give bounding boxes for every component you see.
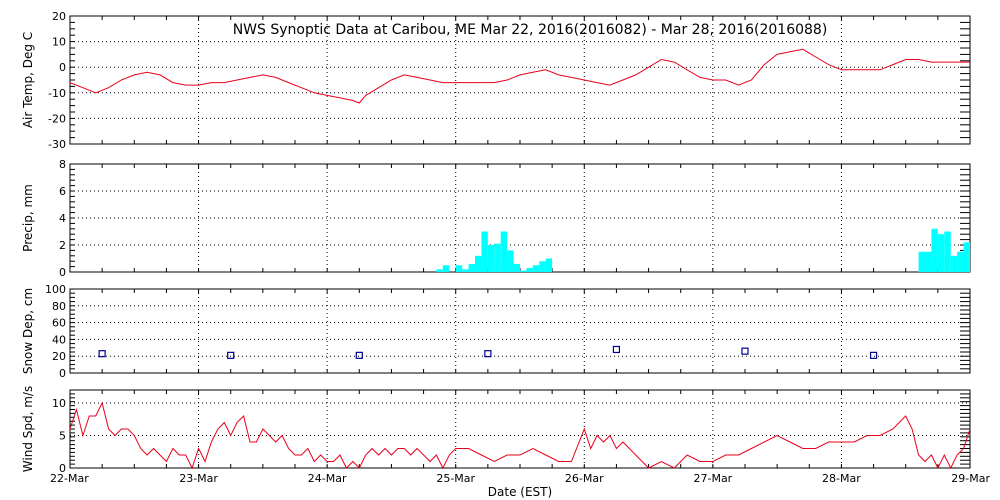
panel-1: 20 10 0 -10 -20 -30 Air Temp, Deg C [21,10,971,151]
precip-bar [507,250,514,272]
y-tick-label: 100 [45,283,66,296]
precip-bar [925,251,932,272]
snow-depth-point [355,351,363,359]
panel-4: 10 5 0 Wind Spd, m/s [21,386,971,475]
y-tick-label: 8 [59,158,66,171]
y-tick-label: -10 [48,87,66,100]
precip-bar [963,242,970,272]
x-tick-label: 25-Mar [436,472,475,485]
panel-frame [69,288,971,374]
precip-bar [468,263,475,272]
y-tick-label: 0 [59,462,66,475]
precip-bar [944,231,951,272]
x-tick-label: 23-Mar [179,472,218,485]
y-axis-title: Air Temp, Deg C [21,32,35,128]
y-tick-label: 20 [52,350,66,363]
precip-bar [462,269,469,272]
panel-3: 100 80 60 40 20 0 Snow Dep, cm [21,283,971,380]
y-tick-label: 0 [59,61,66,74]
y-tick-label: 40 [52,333,66,346]
panel-2: 8 6 4 2 0 Precip, mm [21,158,971,279]
precip-bar [481,231,488,272]
wind-speed-line [69,401,971,470]
x-tick-label: 22-Mar [50,472,89,485]
precip-bar [957,251,964,272]
y-tick-label: 0 [59,266,66,279]
y-tick-label: 60 [52,317,66,330]
x-axis-title: Date (EST) [488,485,552,499]
x-tick-label: 24-Mar [308,472,347,485]
y-axis-title: Snow Dep, cm [21,288,35,374]
x-tick-label: 27-Mar [693,472,732,485]
chart-title: NWS Synoptic Data at Caribou, ME Mar 22,… [233,22,828,38]
precip-bar [931,228,938,272]
precip-bar [937,234,945,272]
precip-bar [475,255,482,272]
precip-bar [532,265,540,272]
precip-bar [494,243,501,272]
snow-depth-point [612,345,621,354]
y-tick-label: 5 [59,430,66,443]
precip-bar [513,263,520,272]
y-tick-label: 10 [52,36,66,49]
y-tick-label: 10 [52,397,66,410]
y-axis-title: Precip, mm [21,184,35,252]
panel-frame [69,389,971,469]
x-tick-label: 28-Mar [822,472,861,485]
precip-bar [455,265,463,272]
snow-depth-point [741,347,749,355]
y-axis-title: Wind Spd, m/s [21,386,35,472]
x-tick-label: 26-Mar [565,472,604,485]
snow-depth-point [484,350,492,358]
precip-bar [442,265,450,272]
x-tick-label: 29-Mar [951,472,990,485]
y-tick-label: -20 [48,112,66,125]
y-tick-label: 0 [59,367,66,380]
y-tick-label: 20 [52,10,66,23]
air-temp-line [69,48,970,104]
y-tick-label: 2 [59,239,66,252]
y-tick-label: 4 [59,212,66,225]
snow-depth-point [227,351,235,359]
snow-depth-point [98,350,106,358]
precip-bar [500,231,508,272]
precip-bar [526,267,533,272]
precip-bar [545,258,553,272]
precip-bar [520,270,527,272]
y-tick-label: 6 [59,185,66,198]
precip-bar [950,255,958,272]
y-tick-label: -30 [48,138,66,151]
precip-bar [918,251,925,272]
precip-bar [539,261,546,272]
y-tick-label: 80 [52,300,66,313]
precip-bar [487,245,495,272]
snow-depth-point [869,351,878,359]
precip-bar [436,269,443,272]
